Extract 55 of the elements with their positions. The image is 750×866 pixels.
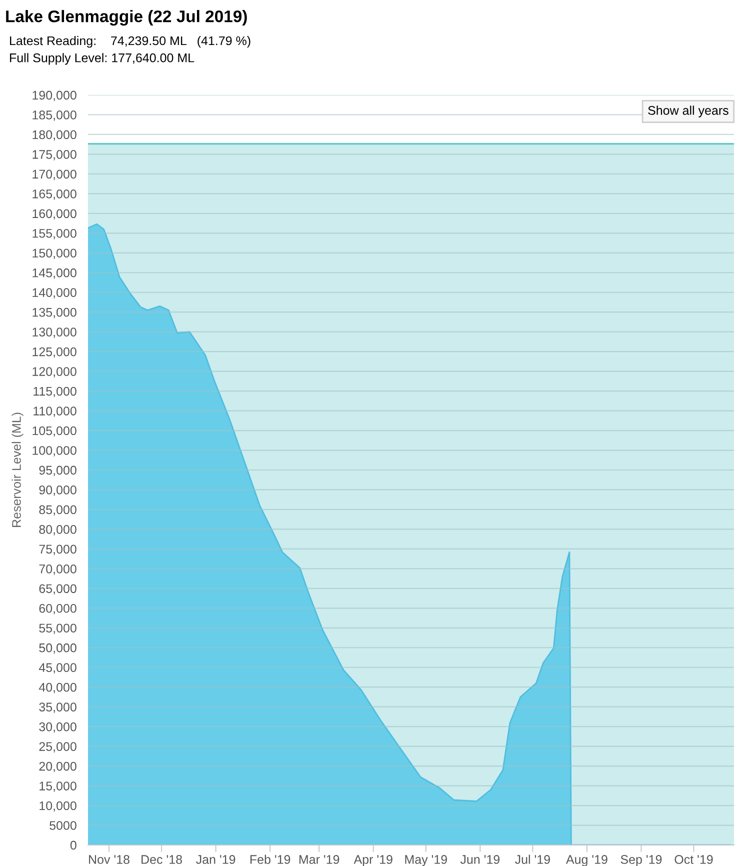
y-tick-label: 5000 [50, 821, 76, 830]
y-tick-label: 10,000 [40, 801, 76, 812]
x-tick-label: Aug '19 [566, 855, 608, 866]
x-tick-label: May '19 [405, 855, 447, 866]
y-tick-label: 40,000 [38, 682, 76, 694]
y-tick-label: 140,000 [32, 288, 76, 298]
x-tick-label: Oct '19 [674, 855, 713, 864]
y-tick-label: 155,000 [32, 228, 76, 240]
x-tick-label: Jun '19 [460, 855, 500, 864]
y-tick-label: 125,000 [32, 347, 76, 358]
y-tick-label: 70,000 [39, 564, 76, 575]
y-tick-label: 90,000 [39, 486, 76, 496]
y-axis-title: Reservoir Level (ML) [12, 412, 24, 527]
x-tick-label: Sep '19 [620, 855, 662, 866]
y-tick-label: 45,000 [38, 663, 76, 674]
y-tick-label: 135,000 [32, 308, 76, 318]
x-tick-label: Nov '18 [89, 855, 130, 864]
y-tick-label: 110,000 [34, 406, 76, 417]
x-tick-label: Apr '19 [354, 855, 392, 866]
chart-title: Lake Glenmaggie (22 Jul 2019) [6, 10, 247, 26]
y-tick-label: 25,000 [39, 742, 76, 752]
y-tick-label: 145,000 [32, 268, 76, 279]
y-tick-label: 75,000 [39, 544, 76, 556]
y-tick-label: 50,000 [39, 643, 76, 654]
y-tick-label: 105,000 [32, 426, 76, 437]
y-tick-label: 190,000 [32, 90, 76, 102]
y-tick-label: 60,000 [39, 604, 76, 614]
x-tick-label: Jul '19 [514, 854, 550, 864]
y-tick-label: 0 [70, 840, 76, 850]
y-tick-label: 180,000 [32, 130, 76, 141]
y-tick-label: 85,000 [39, 505, 76, 516]
y-tick-label: 30,000 [39, 722, 76, 733]
x-tick-label: Mar '19 [299, 855, 340, 864]
y-tick-label: 55,000 [39, 624, 76, 634]
x-tick-label: Dec '18 [142, 855, 182, 864]
y-tick-label: 175,000 [32, 150, 76, 160]
y-tick-label: 65,000 [39, 584, 76, 595]
y-tick-label: 80,000 [39, 525, 76, 536]
x-tick-label: Feb '19 [250, 854, 290, 864]
y-tick-label: 185,000 [32, 110, 76, 121]
y-tick-label: 35,000 [39, 702, 76, 713]
annotation: Show all years [648, 106, 728, 118]
y-tick-label: 165,000 [32, 189, 76, 200]
y-tick-label: 15,000 [40, 782, 76, 792]
y-tick-label: 115,000 [34, 386, 76, 398]
y-tick-label: 170,000 [32, 170, 76, 180]
y-tick-label: 20,000 [39, 762, 76, 772]
y-tick-label: 150,000 [32, 248, 76, 260]
y-tick-label: 120,000 [32, 367, 76, 378]
y-tick-label: 95,000 [39, 466, 76, 476]
y-tick-label: 160,000 [32, 209, 76, 220]
y-tick-label: 100,000 [32, 446, 76, 456]
y-tick-label: 130,000 [32, 328, 76, 338]
chart-subtitle: Latest Reading: 74,239.50 ML (41.79 %) Full Supply Level: 177,640.00 ML [10, 36, 250, 65]
x-tick-label: Jan '19 [196, 855, 236, 864]
